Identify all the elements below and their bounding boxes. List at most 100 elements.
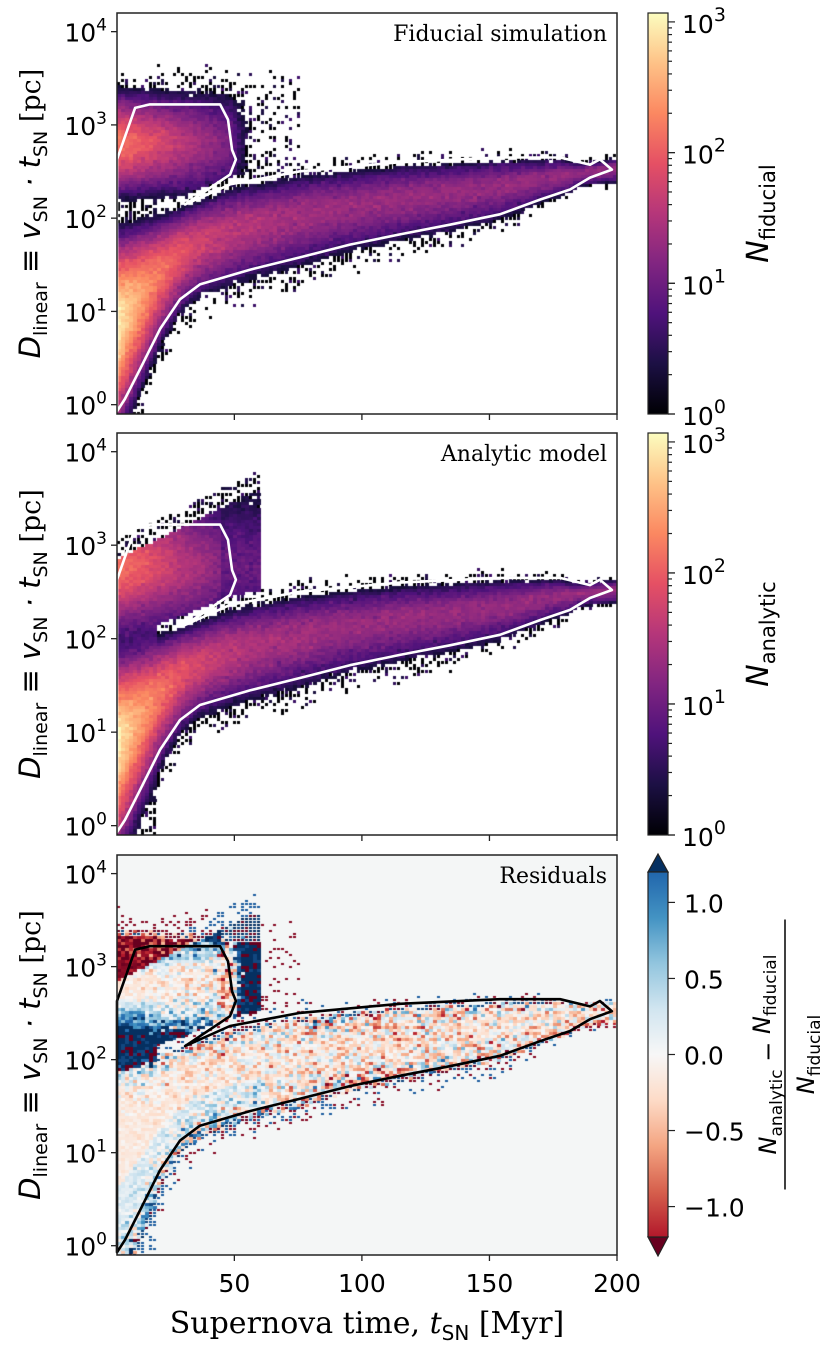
- ytick-exponent: 4: [96, 436, 107, 456]
- y-label-dot: · t: [13, 997, 47, 1038]
- cbar-tick-base: 10: [682, 823, 714, 852]
- ytick-exponent: 3: [96, 951, 107, 971]
- x-label-t: t: [430, 1306, 443, 1341]
- ytick-label: 101: [64, 716, 107, 748]
- ytick-exponent: 1: [96, 716, 107, 736]
- ytick-exponent: 0: [96, 1230, 107, 1250]
- colorbar-tick-label: 102: [682, 555, 726, 590]
- ytick-exponent: 4: [96, 16, 107, 36]
- ytick-base: 10: [64, 719, 96, 748]
- cbar-tick-base: 10: [682, 402, 714, 431]
- y-label-D: D: [13, 1177, 47, 1199]
- cbar-tick-base: 10: [682, 561, 714, 590]
- ytick-base: 10: [64, 205, 96, 234]
- ytick-label: 103: [64, 529, 107, 561]
- cbar-tick-base: 10: [682, 10, 714, 39]
- cbar-num-main: N: [748, 1016, 776, 1034]
- panel-title: Analytic model: [440, 442, 607, 467]
- ytick-exponent: 0: [96, 810, 107, 830]
- y-label-t-sub: SN: [30, 131, 52, 157]
- colorbar-extend-max: [646, 852, 670, 873]
- ytick-base: 10: [64, 19, 96, 48]
- colorbar: [647, 432, 669, 836]
- ytick-base: 10: [64, 112, 96, 141]
- ytick-base: 10: [64, 954, 96, 983]
- colorbar-tick-label: 100: [682, 396, 726, 431]
- y-label-mid: ≡ v: [13, 642, 47, 703]
- cbar-tick-exponent: 1: [714, 265, 726, 287]
- ytick-exponent: 3: [96, 109, 107, 129]
- ytick-exponent: 4: [96, 858, 107, 878]
- y-label-D: D: [13, 336, 47, 358]
- cbar-label-main: N: [741, 664, 776, 686]
- ytick-exponent: 1: [96, 295, 107, 315]
- xtick-label: 50: [218, 1269, 250, 1298]
- colorbar-label: Nanalytic: [741, 581, 780, 686]
- ytick-base: 10: [64, 1140, 96, 1169]
- ytick-base: 10: [64, 392, 96, 421]
- cbar-den-sub: fiducial: [805, 1015, 825, 1076]
- y-label-dot: · t: [13, 576, 47, 617]
- x-label-unit: [Myr]: [469, 1306, 564, 1341]
- y-axis-label: Dlinear ≡ vSN · tSN [pc]: [13, 910, 52, 1200]
- cbar-den-main: N: [792, 1076, 820, 1094]
- y-label-unit: [pc]: [16, 910, 47, 972]
- cbar-label-sub: analytic: [756, 581, 780, 664]
- xtick-label: 150: [466, 1269, 514, 1298]
- ytick-label: 100: [64, 389, 107, 421]
- cbar-tick-exponent: 0: [714, 396, 726, 418]
- heatmap-residuals: [117, 855, 617, 1255]
- cbar-minus: −: [754, 1034, 782, 1069]
- colorbar-tick-label: −0.5: [684, 1118, 745, 1147]
- panel-title: Residuals: [499, 864, 607, 889]
- colorbar-tick-label: 1.0: [684, 889, 724, 918]
- x-axis-label: Supernova time, tSN [Myr]: [170, 1306, 565, 1345]
- ytick-base: 10: [64, 439, 96, 468]
- colorbar-label-numerator: Nanalytic − Nfiducial: [748, 955, 787, 1155]
- ytick-exponent: 2: [96, 1044, 107, 1064]
- plot-frame: [116, 854, 618, 1256]
- cbar-tick-exponent: 1: [714, 686, 726, 708]
- colorbar-tick-label: 0.0: [684, 1042, 724, 1071]
- ytick-label: 104: [64, 858, 107, 890]
- colorbar-extend-min: [647, 1236, 669, 1258]
- y-label-mid: ≡ v: [13, 1063, 47, 1124]
- y-label-v-sub: SN: [30, 617, 52, 643]
- y-label-D: D: [13, 756, 47, 778]
- cbar-num-sub2: fiducial: [761, 955, 781, 1016]
- colorbar-label: Nfiducial: [741, 164, 780, 262]
- y-label-D-sub: linear: [30, 1124, 52, 1178]
- contour-line: [115, 944, 614, 1254]
- ytick-exponent: 0: [96, 389, 107, 409]
- y-label-D-sub: linear: [30, 282, 52, 336]
- x-label-text: Supernova time,: [170, 1306, 430, 1341]
- cbar-num-sub1: analytic: [767, 1069, 787, 1136]
- contour-line: [115, 103, 614, 413]
- colorbar-tick-label: 100: [682, 817, 726, 852]
- contour-line: [115, 523, 614, 834]
- ytick-base: 10: [64, 532, 96, 561]
- ytick-exponent: 2: [96, 623, 107, 643]
- colorbar-tick-label: 102: [682, 135, 726, 170]
- ytick-exponent: 1: [96, 1137, 107, 1157]
- ytick-label: 102: [64, 1044, 107, 1076]
- y-label-unit: [pc]: [16, 489, 47, 551]
- cbar-tick-exponent: 3: [714, 424, 726, 446]
- ytick-base: 10: [64, 298, 96, 327]
- ytick-base: 10: [64, 861, 96, 890]
- ytick-base: 10: [64, 626, 96, 655]
- cbar-num-main: N: [754, 1136, 782, 1154]
- y-label-t-sub: SN: [30, 551, 52, 577]
- ytick-base: 10: [64, 1047, 96, 1076]
- panel-title: Fiducial simulation: [393, 22, 607, 47]
- colorbar-tick-label: −1.0: [684, 1194, 745, 1223]
- heatmap-analytic: [117, 433, 617, 835]
- colorbar: [647, 12, 669, 415]
- xtick-label: 200: [593, 1269, 641, 1298]
- cbar-tick-exponent: 2: [714, 135, 726, 157]
- cbar-tick-exponent: 2: [714, 555, 726, 577]
- ytick-exponent: 3: [96, 529, 107, 549]
- colorbar-tick-label: 103: [682, 4, 726, 39]
- colorbar-tick-label: 0.5: [684, 965, 724, 994]
